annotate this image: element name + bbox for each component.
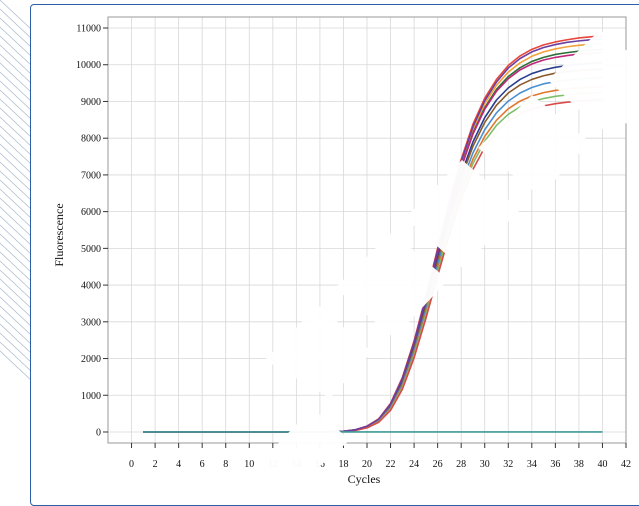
fluorescence-chart: 0100020003000400050006000700080009000100… bbox=[52, 16, 631, 486]
series-line bbox=[143, 76, 603, 433]
x-tick-label: 6 bbox=[200, 459, 205, 470]
stripe-line bbox=[0, 26, 33, 58]
x-tick-label: 2 bbox=[153, 459, 158, 470]
background-stripes bbox=[0, 0, 33, 382]
x-tick-label: 20 bbox=[362, 459, 372, 470]
stripe-line bbox=[0, 161, 33, 193]
stripe-line bbox=[0, 215, 33, 247]
stripe-line bbox=[0, 0, 33, 31]
x-tick-label: 38 bbox=[574, 459, 584, 470]
x-tick-label: 8 bbox=[223, 459, 228, 470]
x-tick-label: 42 bbox=[621, 459, 631, 470]
stripe-line bbox=[0, 134, 33, 166]
y-tick-label: 5000 bbox=[81, 244, 101, 255]
y-tick-label: 3000 bbox=[81, 317, 101, 328]
stripe-line bbox=[0, 35, 33, 67]
stripe-line bbox=[0, 71, 33, 103]
x-tick-label: 28 bbox=[456, 459, 466, 470]
series-line bbox=[143, 98, 603, 433]
y-axis-title: Fluorescence bbox=[52, 203, 66, 266]
x-tick-label: 16 bbox=[315, 459, 325, 470]
series-line bbox=[143, 91, 603, 433]
x-tick-label: 34 bbox=[527, 459, 537, 470]
x-tick-label: 30 bbox=[480, 459, 490, 470]
y-tick-label: 11000 bbox=[76, 24, 101, 35]
stripe-line bbox=[0, 350, 33, 382]
stripe-line bbox=[0, 323, 33, 355]
stripe-line bbox=[0, 53, 33, 85]
stripe-line bbox=[0, 332, 33, 364]
x-tick-label: 0 bbox=[129, 459, 134, 470]
stripe-line bbox=[0, 98, 33, 130]
y-tick-label: 1000 bbox=[81, 391, 101, 402]
stripe-line bbox=[0, 116, 33, 148]
stripe-line bbox=[0, 278, 33, 310]
stripe-line bbox=[0, 152, 33, 184]
y-tick-label: 4000 bbox=[81, 281, 101, 292]
stripe-line bbox=[0, 44, 33, 76]
stripe-line bbox=[0, 107, 33, 139]
x-tick-label: 40 bbox=[597, 459, 607, 470]
stripe-line bbox=[0, 242, 33, 274]
stripe-line bbox=[0, 188, 33, 220]
y-tick-label: 0 bbox=[96, 427, 101, 438]
x-tick-label: 32 bbox=[503, 459, 513, 470]
x-tick-label: 24 bbox=[409, 459, 419, 470]
x-tick-label: 26 bbox=[433, 459, 443, 470]
stripe-line bbox=[0, 341, 33, 373]
x-tick-label: 36 bbox=[550, 459, 560, 470]
stripe-line bbox=[0, 206, 33, 238]
x-tick-label: 14 bbox=[291, 459, 301, 470]
stripe-line bbox=[0, 224, 33, 256]
stripe-line bbox=[0, 260, 33, 292]
stripe-line bbox=[0, 143, 33, 175]
series-line bbox=[143, 68, 603, 433]
stripe-line bbox=[0, 296, 33, 328]
series-line bbox=[143, 61, 603, 433]
series-line bbox=[143, 51, 603, 433]
x-tick-label: 10 bbox=[244, 459, 254, 470]
y-tick-label: 10000 bbox=[76, 60, 101, 71]
stripe-line bbox=[0, 62, 33, 94]
stripe-line bbox=[0, 170, 33, 202]
stripe-line bbox=[0, 233, 33, 265]
stripe-line bbox=[0, 8, 33, 40]
stripe-line bbox=[0, 179, 33, 211]
y-tick-label: 6000 bbox=[81, 207, 101, 218]
stripe-line bbox=[0, 80, 33, 112]
y-tick-label: 8000 bbox=[81, 134, 101, 145]
stripe-line bbox=[0, 314, 33, 346]
y-tick-label: 7000 bbox=[81, 170, 101, 181]
stripe-line bbox=[0, 251, 33, 283]
x-tick-label: 22 bbox=[386, 459, 396, 470]
stripe-line bbox=[0, 269, 33, 301]
grid bbox=[108, 17, 627, 443]
x-tick-label: 12 bbox=[268, 459, 278, 470]
stripe-line bbox=[0, 305, 33, 337]
stripe-line bbox=[0, 17, 33, 49]
series-line bbox=[143, 48, 603, 433]
y-tick-label: 2000 bbox=[81, 354, 101, 365]
series-layer bbox=[143, 34, 603, 433]
stripe-line bbox=[0, 125, 33, 157]
x-tick-label: 18 bbox=[338, 459, 348, 470]
y-tick-label: 9000 bbox=[81, 97, 101, 108]
stripe-line bbox=[0, 89, 33, 121]
series-line bbox=[143, 38, 603, 433]
y-axis: 0 1000 2000 3000 4000 5000 6000 7000 8000 9000 100… bbox=[76, 24, 108, 438]
stripe-line bbox=[0, 197, 33, 229]
x-axis-title: Cycles bbox=[348, 472, 381, 486]
stripe-line bbox=[0, 287, 33, 319]
x-axis: 0 2 4 6 8 10 12 14 16 18 20 22 24 26 28 30 32 34 36 38 40 42 bbox=[129, 443, 631, 470]
x-tick-label: 4 bbox=[176, 459, 181, 470]
